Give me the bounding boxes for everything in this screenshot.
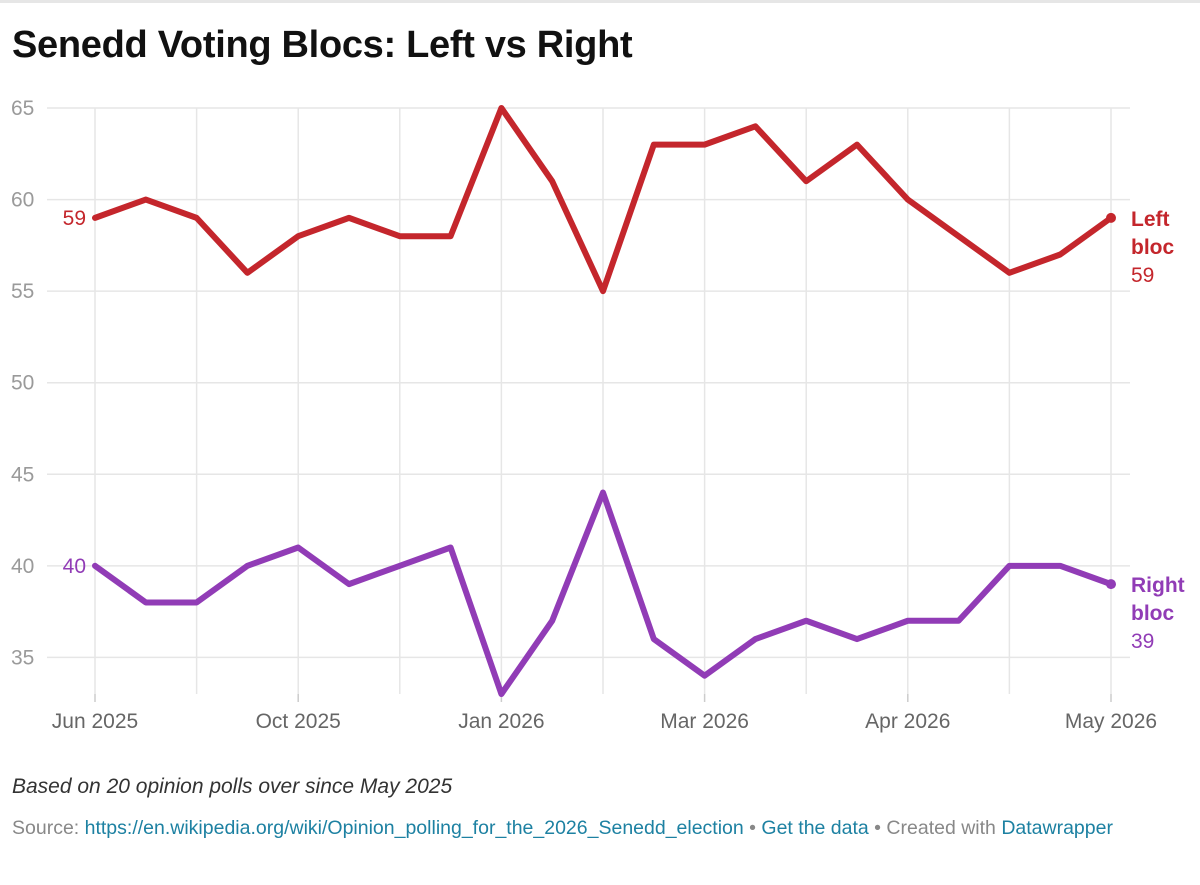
source-label: Source: [12,817,80,839]
top-rule [0,0,1200,3]
y-tick-label: 45 [11,463,34,486]
y-tick-label: 35 [11,646,34,669]
chart-title: Senedd Voting Blocs: Left vs Right [12,24,633,66]
chart-notes: Based on 20 opinion polls over since May… [12,775,453,798]
chart-footer: Source: https://en.wikipedia.org/wiki/Op… [12,814,1162,842]
left-bloc-start-value: 59 [63,207,86,230]
x-tick-label: May 2026 [1065,710,1157,733]
right-bloc-start-value: 40 [63,555,86,578]
source-link[interactable]: https://en.wikipedia.org/wiki/Opinion_po… [84,817,744,839]
footer-separator: • [874,817,881,839]
datawrapper-link[interactable]: Datawrapper [1001,817,1113,839]
created-with-label: Created with [886,817,996,839]
left-bloc-end-point [1106,212,1116,223]
y-tick-label: 60 [11,189,34,212]
get-data-link[interactable]: Get the data [761,817,869,839]
footer-separator: • [749,817,756,839]
right-bloc-line [92,489,1114,697]
left-bloc-line [92,105,1114,295]
y-tick-label: 50 [11,372,34,395]
y-tick-label: 55 [11,280,34,303]
x-tick-label: Apr 2026 [865,710,950,733]
x-tick-label: Jan 2026 [458,710,544,733]
left-bloc-end-value: 59 [1131,264,1154,287]
right-bloc-end-point [1106,579,1116,590]
x-tick-label: Mar 2026 [660,710,749,733]
line-chart: 35 40 45 50 55 60 65 Jun 2025 Oct 2025 Jan 2026 Ma… [11,97,1185,733]
right-bloc-end-value: 39 [1131,630,1154,653]
y-tick-label: 40 [11,555,34,578]
x-tick-label: Oct 2025 [256,710,341,733]
left-bloc-name-label: Left bloc [1131,208,1174,259]
y-tick-label: 65 [11,97,34,120]
right-bloc-name-label: Right bloc [1131,574,1185,625]
x-tick-label: Jun 2025 [52,710,138,733]
